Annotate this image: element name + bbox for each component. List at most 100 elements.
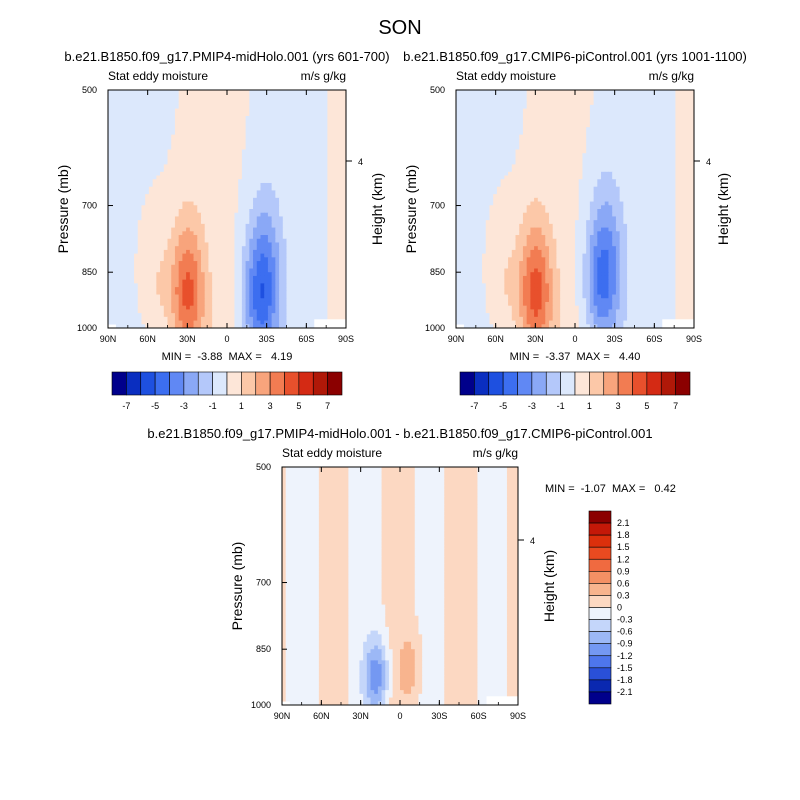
field-cell	[245, 275, 250, 281]
field-cell	[316, 316, 321, 322]
field-cell	[256, 279, 261, 284]
field-cell	[319, 220, 325, 225]
field-cell	[241, 261, 247, 266]
field-cell	[130, 179, 135, 184]
field-cell	[267, 246, 273, 251]
field-cell	[122, 197, 128, 203]
field-cell	[241, 287, 247, 292]
field-cell	[308, 179, 314, 184]
field-cell	[152, 142, 157, 147]
field-cell	[182, 182, 187, 188]
field-cell	[589, 123, 595, 128]
field-cell	[467, 130, 472, 136]
field-cell	[316, 227, 321, 232]
field-cell	[301, 127, 306, 132]
field-cell	[119, 190, 124, 195]
field-cell	[223, 108, 228, 113]
field-cell	[264, 164, 269, 169]
field-cell	[331, 101, 336, 106]
field-cell	[111, 112, 116, 117]
field-cell	[470, 116, 476, 121]
field-cell	[331, 168, 336, 173]
field-cell	[297, 205, 302, 210]
field-cell	[312, 316, 317, 322]
field-cell	[327, 97, 332, 102]
field-cell	[200, 275, 206, 281]
field-cell	[293, 123, 299, 128]
field-cell	[212, 253, 217, 258]
field-cell	[467, 104, 472, 110]
field-cell	[282, 145, 287, 150]
field-cell	[130, 182, 135, 188]
field-cell	[148, 116, 154, 121]
field-cell	[500, 90, 505, 95]
field-cell	[253, 324, 258, 328]
field-cell	[212, 249, 217, 255]
field-cell	[230, 142, 235, 147]
field-cell	[212, 194, 217, 199]
field-cell	[338, 134, 343, 139]
field-cell	[290, 164, 295, 169]
field-cell	[241, 156, 247, 162]
field-cell	[208, 116, 213, 121]
field-cell	[342, 145, 346, 150]
field-cell	[331, 309, 336, 314]
field-cell	[200, 194, 206, 199]
field-cell	[160, 261, 165, 266]
field-cell	[197, 246, 202, 251]
field-cell	[167, 112, 172, 117]
field-cell	[327, 149, 332, 154]
field-cell	[111, 171, 116, 177]
field-cell	[500, 108, 505, 113]
field-cell	[331, 290, 336, 296]
field-cell	[126, 164, 131, 169]
field-cell	[234, 168, 239, 173]
field-cell	[275, 275, 280, 281]
field-cell	[111, 182, 116, 188]
field-cell	[638, 90, 643, 95]
field-cell	[227, 142, 232, 147]
field-cell	[200, 305, 206, 310]
field-cell	[323, 123, 328, 128]
field-cell	[323, 179, 328, 184]
field-cell	[545, 134, 550, 139]
field-cell	[197, 223, 202, 229]
field-cell	[134, 175, 139, 180]
field-cell	[686, 90, 691, 95]
field-cell	[108, 316, 113, 322]
field-cell	[301, 186, 306, 191]
field-cell	[160, 145, 165, 150]
field-cell	[178, 175, 183, 180]
field-cell	[108, 220, 113, 225]
field-cell	[331, 119, 336, 124]
field-cell	[223, 209, 228, 214]
field-cell	[178, 301, 183, 307]
field-cell	[160, 156, 165, 162]
field-cell	[171, 190, 176, 195]
field-cell	[200, 116, 206, 121]
field-cell	[238, 112, 243, 117]
field-cell	[305, 90, 310, 95]
field-cell	[212, 101, 217, 106]
field-cell	[215, 324, 221, 328]
field-cell	[141, 164, 146, 169]
terrain-mask	[314, 319, 346, 328]
field-cell	[152, 186, 157, 191]
field-cell	[552, 119, 557, 124]
field-cell	[275, 212, 280, 217]
field-cell	[115, 160, 120, 165]
field-cell	[119, 130, 124, 136]
field-cell	[275, 238, 280, 243]
field-cell	[275, 108, 280, 113]
field-cell	[342, 298, 346, 303]
field-cell	[578, 93, 583, 98]
field-cell	[534, 97, 539, 102]
field-cell	[334, 253, 340, 258]
field-cell	[305, 130, 310, 136]
field-cell	[552, 116, 557, 121]
field-cell	[293, 145, 299, 150]
field-cell	[463, 101, 468, 106]
field-cell	[115, 179, 120, 184]
field-cell	[327, 279, 332, 284]
field-cell	[174, 149, 180, 154]
